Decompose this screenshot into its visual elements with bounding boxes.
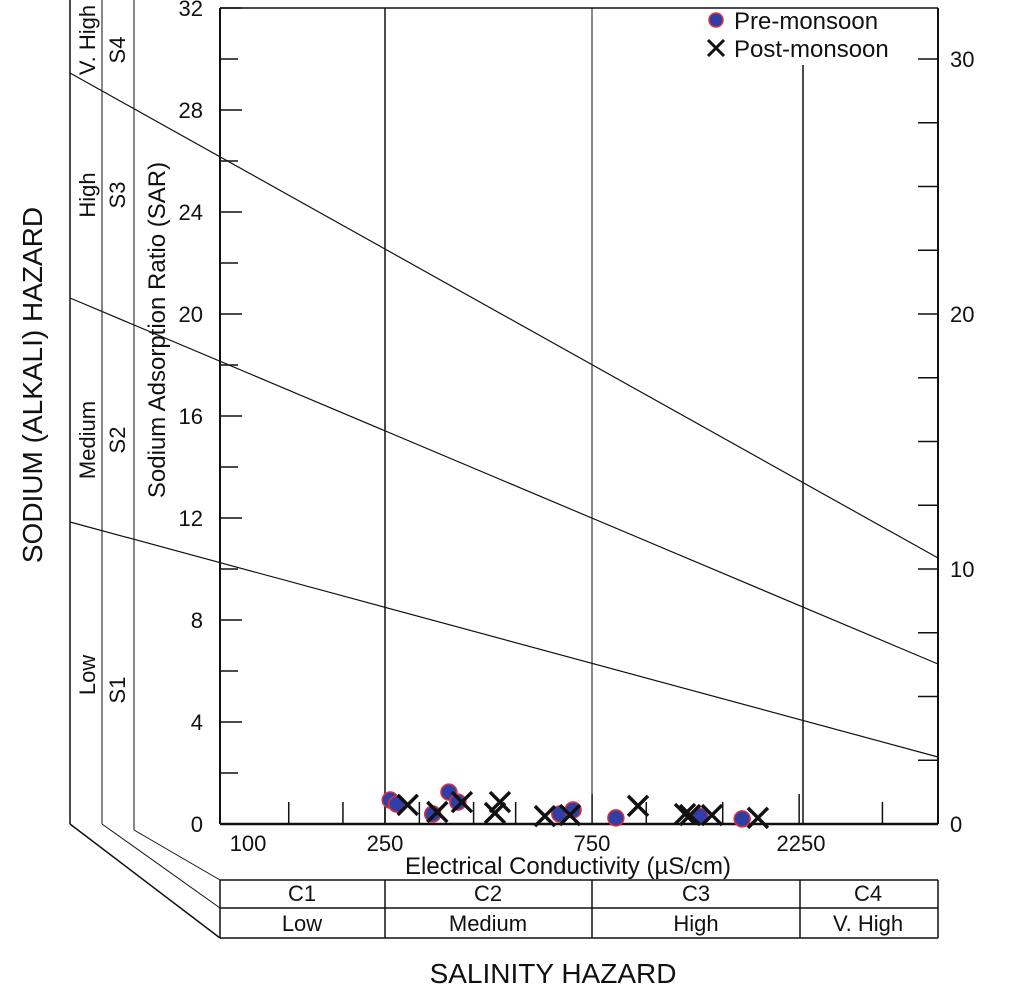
x-mark-stroke [558, 803, 582, 827]
salinity-hazard-title: SALINITY HAZARD [430, 958, 677, 989]
x-mark-stroke [483, 801, 507, 825]
post-monsoon-point [700, 803, 724, 827]
y-right-tick-label: 20 [950, 302, 974, 327]
y-tick-label: 16 [179, 404, 203, 429]
salinity-class-code: C4 [854, 881, 882, 906]
salinity-class-label: Medium [449, 911, 527, 936]
x-mark-stroke [426, 800, 449, 824]
y-right-tick-label: 30 [950, 47, 974, 72]
legend-label: Post-monsoon [734, 36, 889, 63]
x-mark-stroke [533, 804, 557, 828]
s2-s3-boundary [69, 297, 939, 665]
axis-ticks [220, 7, 938, 825]
salinity-class-code: C3 [682, 881, 710, 906]
pre-monsoon-point [607, 809, 625, 827]
salinity-class-code: C1 [288, 881, 316, 906]
x-mark-stroke [626, 794, 650, 818]
axis-labels: 0 4 8 12 16 20 24 28 32 0 10 20 30 100 250 750 2250 Elect… [17, 0, 974, 989]
legend-circle-marker [708, 12, 724, 28]
perspective-line [101, 823, 221, 909]
post-monsoon-point [533, 804, 557, 828]
x-mark-stroke [450, 790, 474, 814]
x-axis-label: Electrical Conductivity (µS/cm) [405, 853, 731, 880]
legend-x-marker [706, 38, 726, 58]
x-mark-stroke [746, 806, 770, 830]
x-mark-stroke [700, 803, 724, 827]
legend-label: Pre-monsoon [734, 8, 878, 35]
x-mark-stroke [678, 803, 702, 827]
post-monsoon-point [426, 800, 449, 824]
y-tick-label: 32 [179, 0, 203, 21]
sodium-class-label: Low [75, 655, 100, 695]
pre-monsoon-point [733, 810, 751, 828]
post-monsoon-point [488, 790, 512, 814]
post-monsoon-point [678, 803, 702, 827]
x-tick-label: 100 [230, 831, 267, 856]
x-tick-label: 250 [367, 831, 404, 856]
y-tick-label: 28 [179, 98, 203, 123]
salinity-class-label: High [673, 911, 718, 936]
sodium-class-code: S3 [105, 182, 130, 209]
x-mark-stroke [673, 802, 697, 826]
x-mark-stroke [488, 790, 512, 814]
data-points [381, 783, 770, 830]
salinity-class-label: V. High [833, 911, 903, 936]
x-mark-stroke [396, 793, 419, 817]
plot-frame [69, 0, 939, 939]
x-tick-label: 750 [574, 831, 611, 856]
salinity-class-label: Low [282, 911, 322, 936]
y-tick-label: 8 [191, 608, 203, 633]
perspective-line [133, 829, 221, 881]
post-monsoon-point [396, 793, 419, 817]
post-monsoon-point [626, 794, 650, 818]
y-tick-label: 4 [191, 710, 203, 735]
post-monsoon-point [483, 801, 507, 825]
x-tick-label: 2250 [777, 831, 826, 856]
pre-monsoon-point [449, 793, 467, 811]
sodium-class-label: V. High [75, 5, 100, 75]
sodium-class-code: S4 [105, 37, 130, 64]
sodium-class-code: S1 [105, 677, 130, 704]
sodium-class-label: Medium [75, 401, 100, 479]
post-monsoon-point [673, 802, 697, 826]
y-tick-label: 0 [191, 812, 203, 837]
post-monsoon-point [558, 803, 582, 827]
salinity-class-code: C2 [474, 881, 502, 906]
post-monsoon-point [746, 806, 770, 830]
post-monsoon-point [450, 790, 474, 814]
s1-s2-boundary [69, 521, 939, 758]
y-tick-label: 12 [179, 506, 203, 531]
x-mark-stroke [706, 38, 726, 58]
sodium-class-code: S2 [105, 427, 130, 454]
y-right-tick-label: 0 [950, 812, 962, 837]
perspective-line [69, 823, 221, 939]
sodium-class-label: High [75, 172, 100, 217]
y-right-tick-label: 10 [950, 557, 974, 582]
y-tick-label: 24 [179, 200, 203, 225]
sodium-hazard-title: SODIUM (ALKALI) HAZARD [17, 207, 48, 563]
y-axis-label: Sodium Adsorption Ratio (SAR) [144, 162, 171, 498]
s3-s4-boundary [69, 72, 939, 559]
y-tick-label: 20 [179, 302, 203, 327]
